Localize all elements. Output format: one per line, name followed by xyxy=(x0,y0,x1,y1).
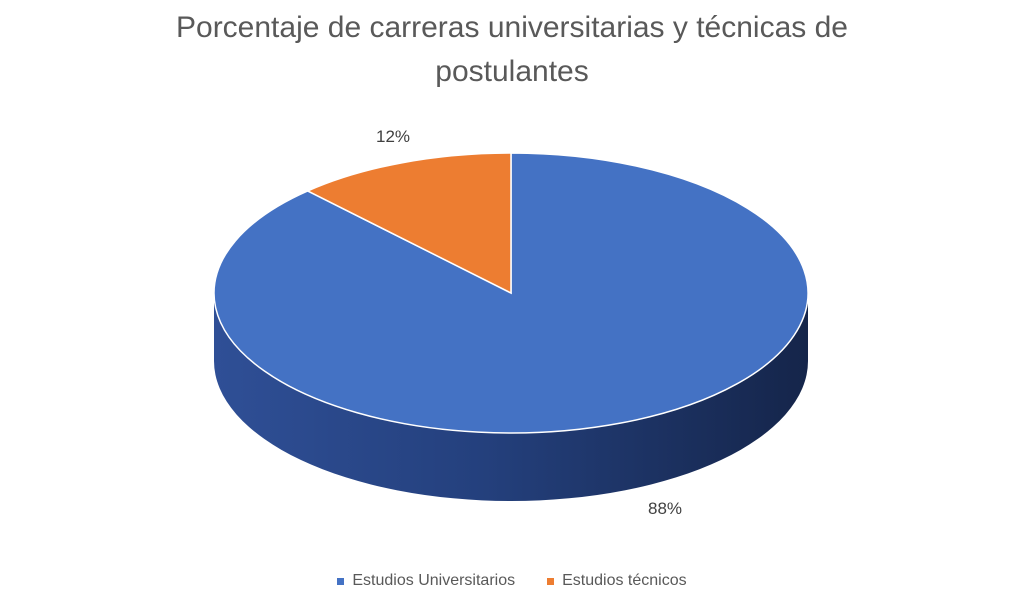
pie-slice-tecnicos xyxy=(305,152,512,295)
pie-side-wall xyxy=(214,293,808,501)
legend-item-universitarios: Estudios Universitarios xyxy=(337,572,515,590)
legend-item-tecnicos: Estudios técnicos xyxy=(547,572,687,590)
data-label-tecnicos: 12% xyxy=(376,127,410,146)
chart-title: Porcentaje de carreras universitarias y … xyxy=(176,11,848,88)
data-label-universitarios: 88% xyxy=(648,499,682,518)
legend-label-tecnicos: Estudios técnicos xyxy=(562,572,687,589)
legend-swatch-tecnicos xyxy=(547,577,555,585)
legend-label-universitarios: Estudios Universitarios xyxy=(352,572,516,589)
chart-legend: Estudios Universitarios Estudios técnico… xyxy=(0,572,1024,590)
legend-swatch-universitarios xyxy=(337,577,345,585)
